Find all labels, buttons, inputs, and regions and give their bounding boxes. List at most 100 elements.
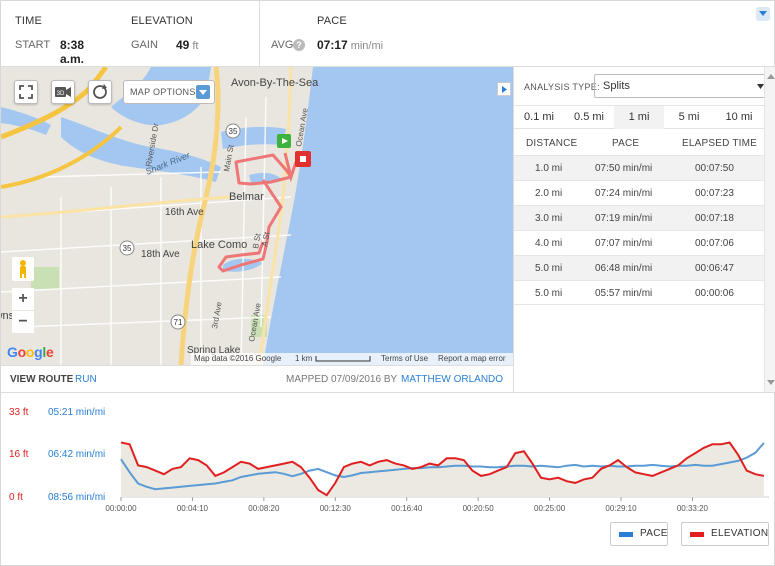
elevation-legend-label: ELEVATION <box>711 528 769 539</box>
tab-5-mi[interactable]: 5 mi <box>678 111 700 123</box>
pegman-icon <box>20 260 26 278</box>
run-route-path <box>283 152 298 183</box>
tab-1-mi[interactable]: 1 mi <box>614 106 664 129</box>
splits-scrollbar[interactable] <box>764 67 775 392</box>
map-options-dropdown[interactable]: MAP OPTIONS <box>123 80 215 104</box>
splits-panel: ANALYSIS TYPE: Splits 0.1 mi 0.5 mi 1 mi… <box>513 67 775 392</box>
elevation-series-line <box>120 441 765 497</box>
google-logo: Google <box>7 344 54 360</box>
tab-0-1-mi[interactable]: 0.1 mi <box>524 111 554 123</box>
map-options-label: MAP OPTIONS <box>130 87 196 97</box>
x-axis-tick-label: 00:25:00 <box>534 504 566 513</box>
help-icon[interactable]: ? <box>293 39 305 51</box>
gain-number: 49 <box>176 38 190 52</box>
route-35-shield-label: 35 <box>229 127 238 136</box>
route-shield <box>225 123 241 139</box>
map-scale-bar <box>315 356 371 362</box>
x-axis-tick-label: 00:04:10 <box>177 504 209 513</box>
chevron-right-icon <box>502 86 507 93</box>
start-label: START <box>15 39 51 51</box>
chart-canvas[interactable]: 33 ft 16 ft 0 ft 05:21 min/mi 06:42 min/mi 0… <box>1 393 775 566</box>
pace-header: PACE <box>317 15 347 27</box>
run-route-path <box>217 153 293 273</box>
ocean <box>263 67 513 365</box>
split-distance: 4.0 mi <box>535 238 563 249</box>
time-header: TIME <box>15 15 43 27</box>
mapped-date-label: MAPPED 07/09/2016 BY <box>286 374 398 385</box>
map-attribution-bar: Map data ©2016 Google 1 km Terms of Use … <box>191 353 513 365</box>
split-pace: 07:24 min/mi <box>595 188 653 199</box>
pace-legend-button[interactable]: PACE <box>610 522 668 546</box>
shark-river-water <box>61 117 221 182</box>
avg-value: 07:17 min/mi <box>317 38 383 52</box>
tab-0-5-mi[interactable]: 0.5 mi <box>574 111 604 123</box>
elevation-legend-button[interactable]: ELEVATION <box>681 522 769 546</box>
map-data-credit: Map data ©2016 Google <box>194 354 282 363</box>
street-label-b-st: B St <box>251 232 263 249</box>
analysis-type-value: Splits <box>603 80 630 92</box>
split-distance: 5.0 mi <box>535 288 563 299</box>
pace-elevation-chart[interactable]: 33 ft 16 ft 0 ft 05:21 min/mi 06:42 min/mi 0… <box>1 392 775 566</box>
street-label-3rd-ave: 3rd Ave <box>210 301 224 330</box>
split-distance: 3.0 mi <box>535 213 563 224</box>
pace-series-line <box>120 442 765 491</box>
replay-route-button[interactable] <box>88 80 112 104</box>
gain-label: GAIN <box>131 39 158 51</box>
stats-bar: TIME START 8:38 a.m. ELEVATION GAIN 49 ft… <box>1 1 775 67</box>
view-route-label: VIEW ROUTE <box>10 374 74 385</box>
toggle-panel-button[interactable] <box>497 82 511 96</box>
zoom-out-button[interactable]: − <box>12 311 34 333</box>
tab-10-mi[interactable]: 10 mi <box>725 111 753 123</box>
x-axis-tick-label: 00:29:10 <box>605 504 637 513</box>
elevation-axis-tick: 16 ft <box>9 449 29 460</box>
3d-view-button[interactable]: 3D <box>51 80 75 104</box>
route-shield <box>119 240 135 256</box>
split-pace: 05:57 min/mi <box>595 288 653 299</box>
split-pace: 07:07 min/mi <box>595 238 653 249</box>
collapse-button[interactable] <box>756 7 770 21</box>
fullscreen-button[interactable] <box>14 80 38 104</box>
map-canvas[interactable]: 35 35 71 Main St Ocean Ave Ocean Ave 3rd… <box>1 67 513 365</box>
split-row: 3.0 mi 07:19 min/mi 00:07:18 <box>514 205 764 230</box>
street-label-a-st: A St <box>260 231 272 248</box>
split-row: 2.0 mi 07:24 min/mi 00:07:23 <box>514 180 764 205</box>
analysis-type-select[interactable]: Splits <box>594 74 771 98</box>
replay-icon <box>93 84 107 99</box>
river-west-water <box>1 107 51 135</box>
place-label-avon: Avon-By-The-Sea <box>231 77 319 89</box>
avg-unit: min/mi <box>350 40 384 52</box>
scroll-down-icon[interactable] <box>767 378 775 386</box>
split-elapsed: 00:07:18 <box>695 213 734 224</box>
analysis-type-label: ANALYSIS TYPE: <box>524 82 600 92</box>
gain-value: 49 ft <box>176 38 198 52</box>
3d-camera-icon: 3D <box>55 87 71 97</box>
map-options-toggle[interactable] <box>196 85 210 99</box>
avg-label: AVG <box>271 39 294 51</box>
elevation-axis-tick: 33 ft <box>9 407 29 418</box>
route-map[interactable]: 35 35 71 Main St Ocean Ave Ocean Ave 3rd… <box>1 67 513 365</box>
gain-unit: ft <box>192 40 199 52</box>
report-error-link[interactable]: Report a map error <box>438 354 506 363</box>
split-pace: 07:19 min/mi <box>595 213 653 224</box>
place-label-spring-lake: Spring Lake <box>187 345 241 356</box>
16th-ave-road <box>1 195 232 219</box>
terms-link[interactable]: Terms of Use <box>381 354 429 363</box>
mapped-by-link[interactable]: MATTHEW ORLANDO <box>401 374 504 385</box>
scroll-up-icon[interactable] <box>767 73 775 81</box>
start-value: 8:38 a.m. <box>60 38 85 66</box>
split-elapsed: 00:00:06 <box>695 288 734 299</box>
zoom-in-button[interactable]: + <box>12 288 34 310</box>
stop-icon <box>300 156 306 162</box>
elevation-axis-tick: 0 ft <box>9 492 23 503</box>
stats-divider <box>259 1 260 67</box>
view-route-link[interactable]: RUN <box>75 374 97 385</box>
ocean-ave-road <box>257 67 293 365</box>
route-info-bar: VIEW ROUTE RUN MAPPED 07/09/2016 BY MATT… <box>1 365 513 391</box>
street-label-16th-ave: 16th Ave <box>165 207 204 218</box>
highway <box>1 125 123 189</box>
elapsed-column-header: ELAPSED TIME <box>682 138 758 149</box>
park-area <box>31 267 59 289</box>
street-view-pegman[interactable] <box>12 257 34 281</box>
elevation-header: ELEVATION <box>131 15 193 27</box>
